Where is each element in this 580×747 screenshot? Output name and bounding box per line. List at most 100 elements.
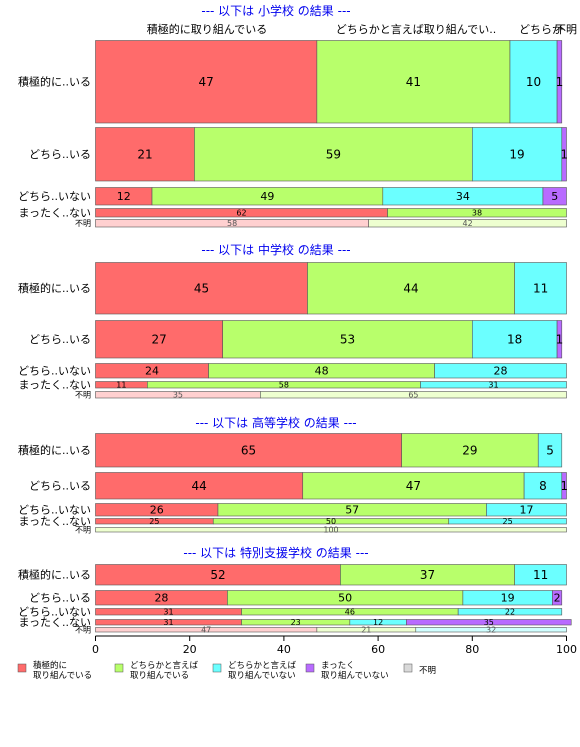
row-label: どちら..いない xyxy=(18,606,91,619)
bar-segment xyxy=(368,219,567,228)
legend-swatch xyxy=(114,663,124,673)
bar-segment xyxy=(307,262,515,315)
legend-label: 取り組んでいない xyxy=(228,670,296,681)
row-label: 不明 xyxy=(75,626,91,635)
legend-swatch xyxy=(212,663,222,673)
bar-segment xyxy=(415,627,567,633)
data-label: 21 xyxy=(137,148,152,162)
bar-segment xyxy=(434,363,567,379)
data-label: 37 xyxy=(420,568,435,582)
data-label: 17 xyxy=(519,504,533,517)
bar-segment xyxy=(561,127,567,182)
data-label: 57 xyxy=(345,504,359,517)
data-label: 28 xyxy=(154,592,168,605)
data-label: 44 xyxy=(191,479,206,493)
legend-swatch xyxy=(305,663,315,673)
panel-title: --- 以下は 中学校 の結果 --- xyxy=(201,242,350,257)
data-label: 23 xyxy=(291,618,301,627)
data-label: 58 xyxy=(227,219,237,228)
row-label: 不明 xyxy=(75,526,91,535)
data-label: 58 xyxy=(279,381,289,390)
data-label: 59 xyxy=(326,148,341,162)
data-label: 5 xyxy=(546,444,554,458)
legend-swatch xyxy=(403,663,413,673)
data-label: 12 xyxy=(373,618,383,627)
data-label: 32 xyxy=(486,626,496,635)
row-label: どちら..いる xyxy=(29,148,91,161)
bar-segment xyxy=(556,40,563,124)
legend-label: 不明 xyxy=(419,666,436,676)
row-label: まったく..ない xyxy=(18,515,91,528)
row-label: どちら..いない xyxy=(18,365,91,378)
data-label: 35 xyxy=(173,391,183,400)
data-label: 47 xyxy=(199,75,214,89)
data-label: 53 xyxy=(340,333,355,347)
data-label: 41 xyxy=(406,75,421,89)
data-label: 1 xyxy=(560,148,568,162)
data-label: 22 xyxy=(505,608,515,617)
bar-segment xyxy=(556,320,563,359)
data-label: 25 xyxy=(149,517,159,526)
column-header-label: どちらかと言えば取り組んでい.. xyxy=(336,23,496,36)
data-label: 8 xyxy=(539,479,547,493)
row-label: どちら..いない xyxy=(18,190,91,203)
row-label: どちら..いる xyxy=(29,480,91,493)
legend-label: 積極的に xyxy=(33,660,67,671)
legend-label: まったく xyxy=(321,661,355,671)
data-label: 29 xyxy=(462,444,477,458)
data-label: 18 xyxy=(507,333,522,347)
x-tick-label: 0 xyxy=(92,643,99,656)
data-label: 47 xyxy=(201,626,211,635)
data-label: 100 xyxy=(323,526,338,535)
data-label: 10 xyxy=(526,75,541,89)
data-label: 38 xyxy=(472,209,482,218)
bar-segment xyxy=(95,127,195,182)
data-label: 50 xyxy=(326,517,336,526)
bar-segment xyxy=(552,590,563,606)
bar-segment xyxy=(222,320,473,359)
data-label: 31 xyxy=(163,618,173,627)
data-label: 5 xyxy=(551,190,558,203)
column-header-label: 積極的に取り組んでいる xyxy=(147,22,267,36)
row-label: まったく..ない xyxy=(18,379,91,392)
data-label: 50 xyxy=(338,592,352,605)
row-label: どちら..いる xyxy=(29,333,91,346)
bar-segment xyxy=(514,564,567,586)
column-header-label: 不明 xyxy=(555,23,577,36)
row-label: まったく..ない xyxy=(18,207,91,220)
x-tick-label: 40 xyxy=(277,643,291,656)
data-label: 52 xyxy=(210,568,225,582)
bar-segment xyxy=(457,608,563,616)
bar-segment xyxy=(95,472,304,500)
bar-segment xyxy=(95,527,567,533)
x-tick-label: 80 xyxy=(465,643,479,656)
bar-segment xyxy=(561,472,567,500)
data-label: 49 xyxy=(260,190,274,203)
data-label: 21 xyxy=(361,626,371,635)
row-label: まったく..ない xyxy=(18,616,91,629)
bar-segment xyxy=(420,381,567,389)
bar-segment xyxy=(95,320,223,359)
x-tick-label: 20 xyxy=(183,643,197,656)
data-label: 48 xyxy=(315,365,329,378)
legend-label: 取り組んでいる xyxy=(33,670,92,681)
column-header-label: どちらか xyxy=(519,23,563,36)
row-label: 積極的に..いる xyxy=(18,281,91,295)
bar-segment xyxy=(514,262,567,315)
data-label: 11 xyxy=(116,381,126,390)
data-label: 34 xyxy=(456,190,470,203)
bar-segment xyxy=(302,472,525,500)
data-label: 12 xyxy=(117,190,131,203)
legend-swatch xyxy=(17,663,27,673)
x-tick-label: 60 xyxy=(371,643,385,656)
data-label: 1 xyxy=(556,333,564,347)
legend-label: どちらかと言えば xyxy=(228,660,297,671)
data-label: 19 xyxy=(501,592,515,605)
row-label: 不明 xyxy=(75,219,91,228)
legend-label: どちらかと言えば xyxy=(130,660,199,671)
bar-segment xyxy=(95,433,402,468)
legend-label: 取り組んでいる xyxy=(130,670,189,681)
bar-segment xyxy=(523,472,563,500)
x-tick-label: 100 xyxy=(556,643,577,656)
